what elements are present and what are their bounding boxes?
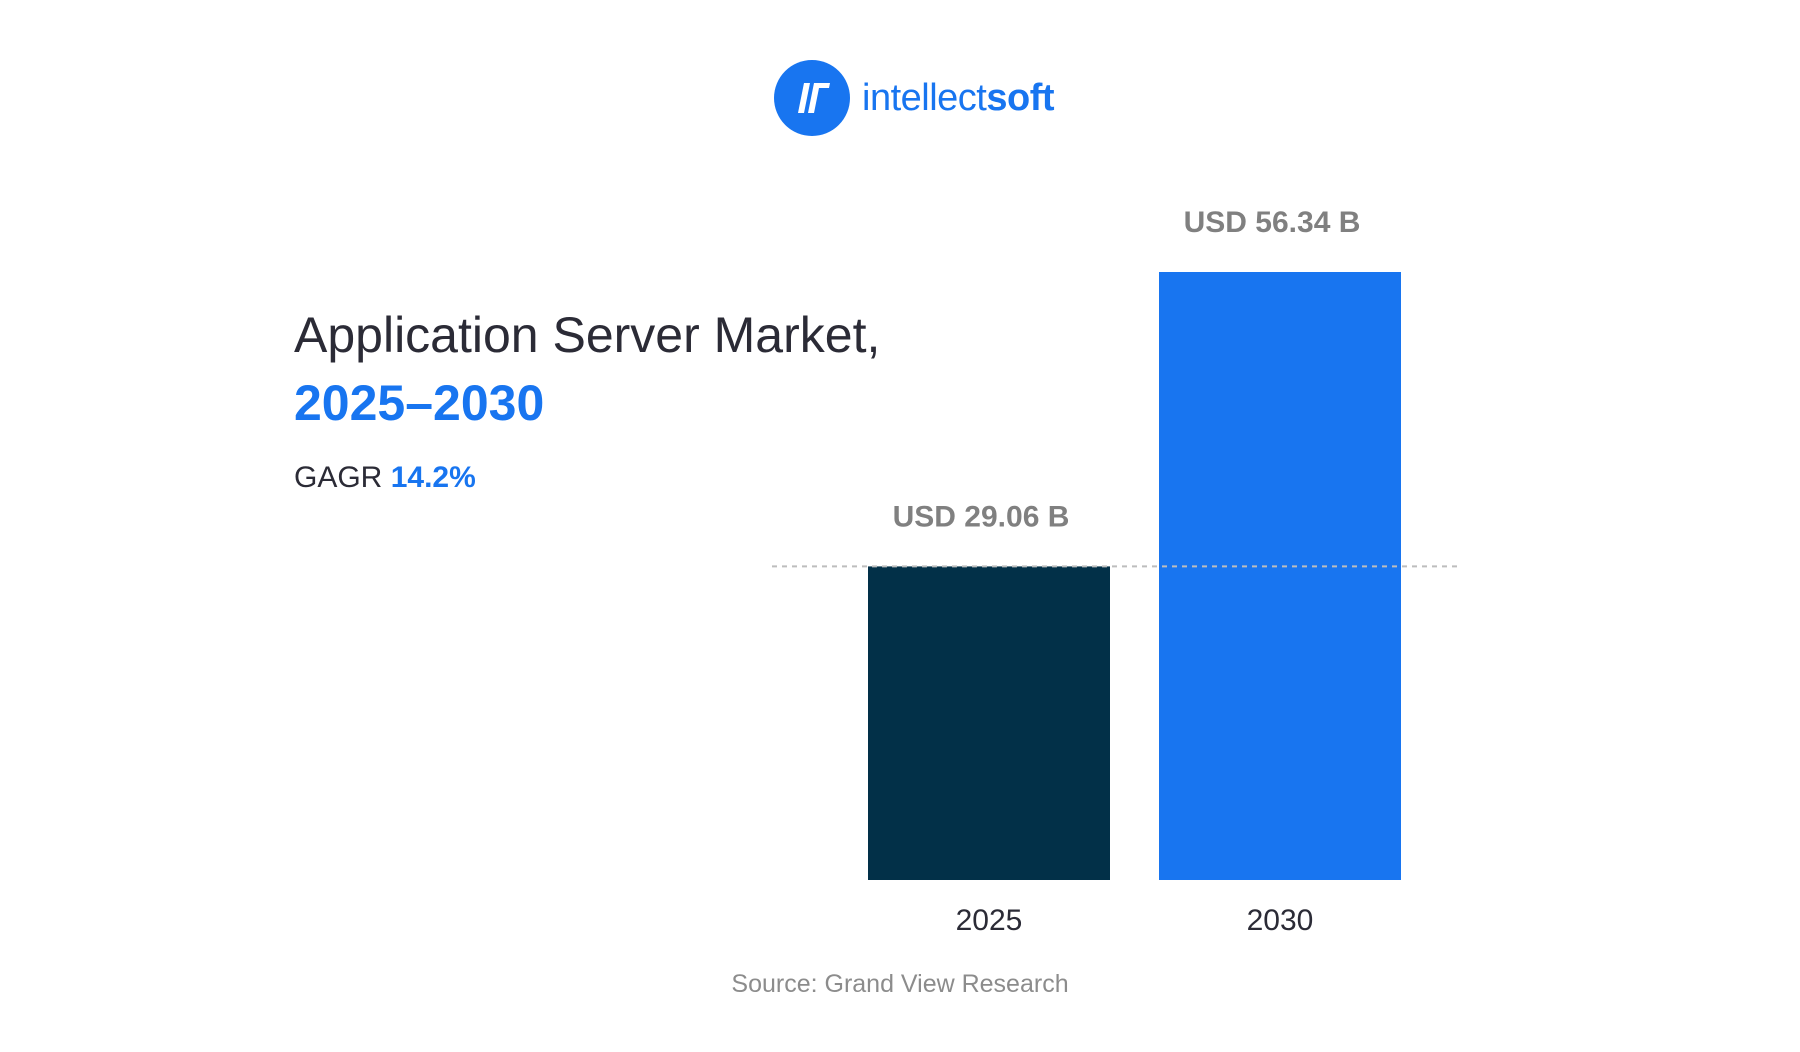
cagr-label: GAGR (294, 461, 383, 494)
value-label-2025: USD 29.06 B (893, 500, 1070, 533)
cagr-value: 14.2% (390, 461, 476, 494)
bar-2025 (868, 566, 1110, 880)
brand-name-bold: soft (986, 76, 1054, 119)
brand-logo: intellectsoft (774, 60, 1054, 136)
value-label-2030: USD 56.34 B (1184, 206, 1361, 239)
logo-mark-icon (774, 60, 850, 136)
chart-title: Application Server Market, (294, 307, 881, 363)
logo-slashes-icon (798, 83, 830, 113)
x-tick-label-2030: 2030 (1247, 904, 1314, 937)
x-tick-label-2025: 2025 (956, 904, 1023, 937)
cagr-line: GAGR 14.2% (294, 461, 476, 495)
brand-name: intellectsoft (862, 77, 1054, 120)
source-note: Source: Grand View Research (731, 970, 1069, 998)
brand-name-light: intellect (862, 76, 987, 119)
bar-2030 (1159, 272, 1401, 880)
chart-period: 2025–2030 (294, 375, 545, 431)
